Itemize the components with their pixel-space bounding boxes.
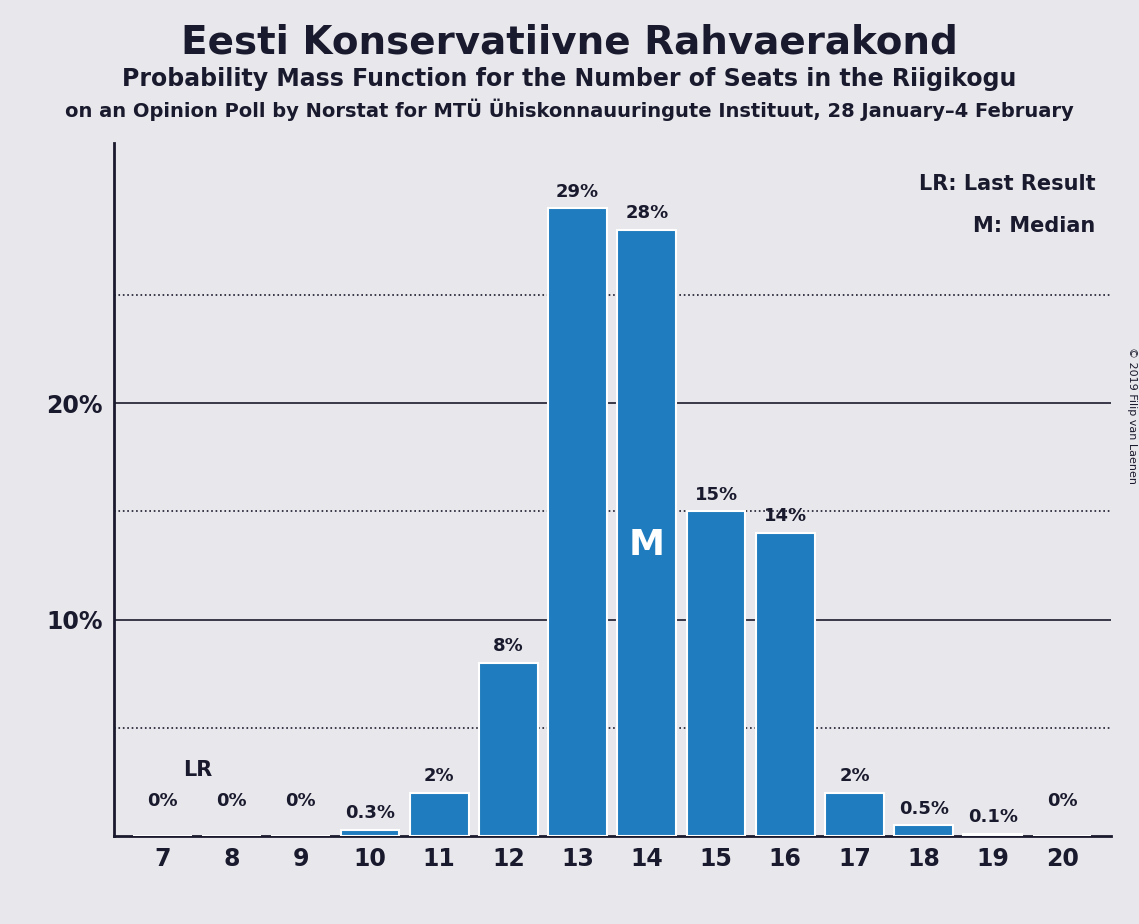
Text: © 2019 Filip van Laenen: © 2019 Filip van Laenen <box>1126 347 1137 484</box>
Text: 0.3%: 0.3% <box>345 804 395 822</box>
Text: on an Opinion Poll by Norstat for MTÜ Ühiskonnauuringute Instituut, 28 January–4: on an Opinion Poll by Norstat for MTÜ Üh… <box>65 99 1074 121</box>
Bar <box>548 208 607 836</box>
Bar <box>964 834 1023 836</box>
Bar <box>617 230 677 836</box>
Text: 14%: 14% <box>763 507 806 526</box>
Text: 2%: 2% <box>424 767 454 785</box>
Text: 28%: 28% <box>625 204 669 223</box>
Text: 0%: 0% <box>147 792 178 810</box>
Bar <box>341 830 400 836</box>
Bar <box>480 663 538 836</box>
Bar <box>894 825 953 836</box>
Text: M: M <box>629 529 665 562</box>
Bar <box>756 533 814 836</box>
Text: 0%: 0% <box>1047 792 1077 810</box>
Bar <box>687 511 745 836</box>
Text: LR: Last Result: LR: Last Result <box>919 175 1096 194</box>
Text: 0.1%: 0.1% <box>968 808 1018 826</box>
Text: 15%: 15% <box>695 486 738 504</box>
Text: 0%: 0% <box>216 792 247 810</box>
Text: Eesti Konservatiivne Rahvaerakond: Eesti Konservatiivne Rahvaerakond <box>181 23 958 61</box>
Text: 2%: 2% <box>839 767 870 785</box>
Text: Probability Mass Function for the Number of Seats in the Riigikogu: Probability Mass Function for the Number… <box>122 67 1017 91</box>
Text: 29%: 29% <box>556 183 599 201</box>
Text: 0%: 0% <box>286 792 317 810</box>
Text: 0.5%: 0.5% <box>899 800 949 818</box>
Text: LR: LR <box>183 760 212 781</box>
Text: 8%: 8% <box>493 638 524 655</box>
Text: M: Median: M: Median <box>974 216 1096 236</box>
Bar <box>825 793 884 836</box>
Bar <box>410 793 468 836</box>
